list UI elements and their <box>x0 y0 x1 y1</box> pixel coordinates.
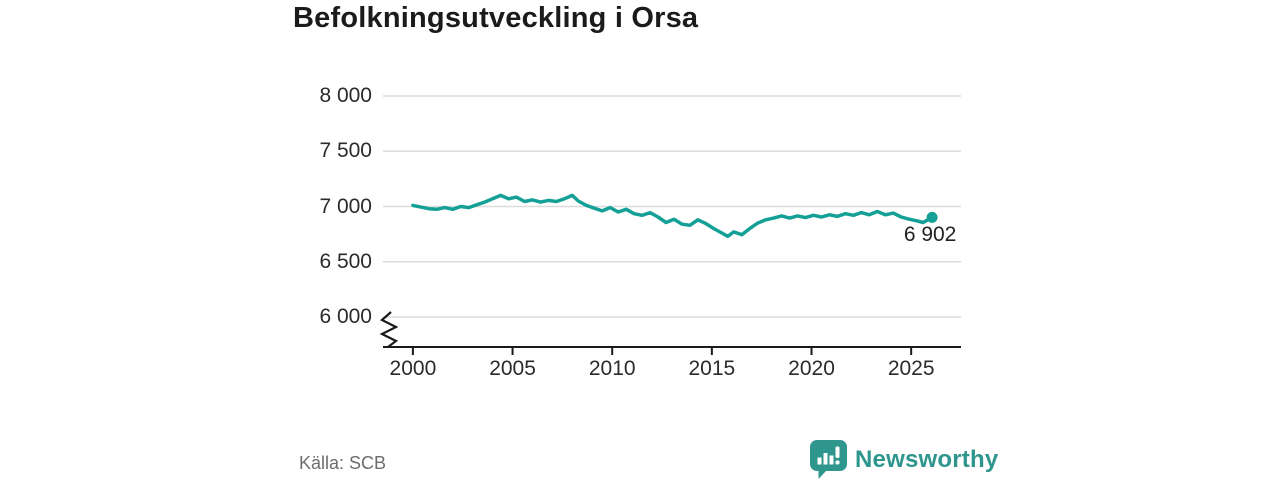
latest-value-label: 6 902 <box>903 223 957 247</box>
y-axis-tick-label: 6 000 <box>319 305 372 328</box>
y-axis-tick-label: 7 500 <box>319 139 372 163</box>
x-axis-tick-label: 2020 <box>788 357 835 380</box>
chart-title: Befolkningsutveckling i Orsa <box>293 2 699 34</box>
source-note: Källa: SCB <box>299 453 387 473</box>
x-axis-tick-label: 2000 <box>389 357 437 380</box>
bar-chart-speech-bubble-icon <box>810 440 847 479</box>
y-axis-tick-label: 6 500 <box>319 249 372 273</box>
y-axis-tick-label: 7 000 <box>319 194 372 218</box>
x-axis-tick-label: 2010 <box>588 357 636 380</box>
newsworthy-logo[interactable]: Newsworthy <box>810 440 998 479</box>
newsworthy-wordmark: Newsworthy <box>855 445 999 473</box>
x-axis-tick-label: 2025 <box>887 357 935 380</box>
y-axis-tick-label: 8 000 <box>319 84 372 107</box>
x-axis-tick-label: 2005 <box>489 357 536 380</box>
x-axis-tick-label: 2015 <box>688 357 736 380</box>
